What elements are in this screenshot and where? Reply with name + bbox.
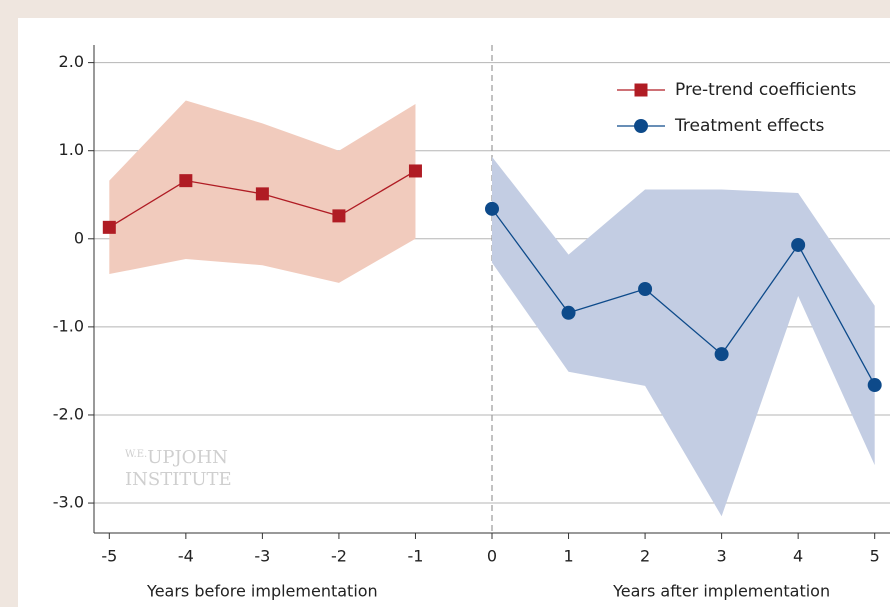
x-tick-label: -5 <box>101 547 117 566</box>
x-tick-label: 5 <box>870 547 880 566</box>
confidence-band <box>492 156 875 517</box>
x-axis-title: Years before implementation <box>146 582 378 601</box>
marker <box>332 209 346 223</box>
y-tick-label: -1.0 <box>53 316 84 335</box>
legend-label: Treatment effects <box>674 116 825 136</box>
x-tick-label: -1 <box>407 547 423 566</box>
watermark-small: W.E. <box>125 449 147 460</box>
marker <box>791 237 806 252</box>
legend-label: Pre-trend coefficients <box>675 80 856 100</box>
x-tick-label: 3 <box>717 547 727 566</box>
x-tick-label: 1 <box>563 547 573 566</box>
x-tick-label: 2 <box>640 547 650 566</box>
series-line <box>491 208 876 386</box>
y-tick-label: 0 <box>74 228 84 247</box>
watermark-text: UPJOHN <box>147 447 228 468</box>
marker <box>255 187 269 201</box>
x-tick-label: -4 <box>178 547 194 566</box>
marker <box>561 305 576 320</box>
marker <box>714 347 729 362</box>
marker <box>102 220 116 234</box>
x-tick-label: -2 <box>331 547 347 566</box>
x-tick-label: -3 <box>254 547 270 566</box>
x-tick-label: 0 <box>487 547 497 566</box>
y-tick-label: 2.0 <box>59 52 84 71</box>
legend-marker <box>634 83 648 97</box>
marker <box>638 282 653 296</box>
marker <box>485 201 499 216</box>
x-axis-title: Years after implementation <box>612 582 830 601</box>
marker <box>179 174 193 188</box>
watermark: W.E.UPJOHN <box>125 447 228 468</box>
legend-marker <box>634 119 648 133</box>
y-tick-label: 1.0 <box>59 140 84 159</box>
x-tick-label: 4 <box>793 547 803 566</box>
watermark-text: INSTITUTE <box>125 469 232 490</box>
y-tick-label: -3.0 <box>53 493 84 512</box>
marker <box>408 164 422 178</box>
y-tick-label: -2.0 <box>53 404 84 423</box>
marker <box>867 378 882 393</box>
